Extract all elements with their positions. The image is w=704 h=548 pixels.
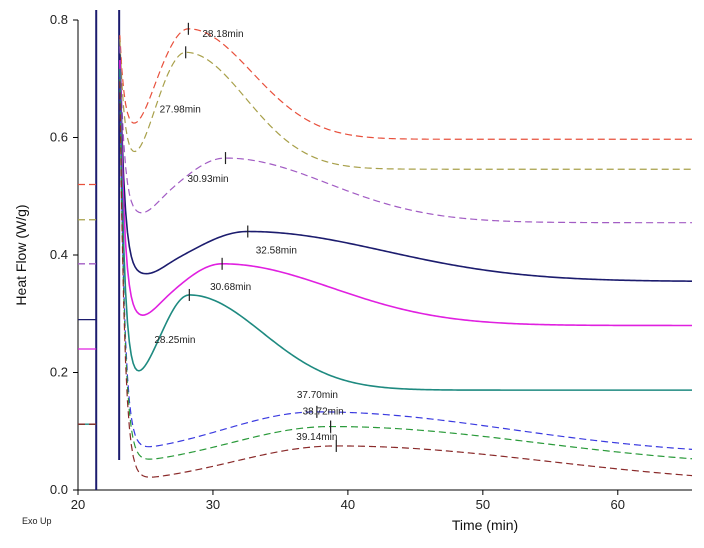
x-tick-label: 40 [341,497,355,512]
y-tick-label: 0.8 [50,12,68,27]
series-line-red-dashed [119,28,692,140]
series-lines [78,28,693,478]
y-tick-label: 0.6 [50,130,68,145]
peak-label-magenta-solid: 30.68min [210,282,251,293]
series-line-navy-solid [119,54,693,282]
peak-label-olive-dashed: 27.98min [160,104,201,115]
x-axis-ticks: 20 30 40 50 60 [71,490,625,512]
x-tick-label: 60 [611,497,625,512]
peak-label-red-dashed: 28.18min [202,29,243,40]
y-tick-label: 0.2 [50,365,68,380]
y-axis-ticks: 0.0 0.2 0.4 0.6 0.8 [50,12,78,497]
y-axis-title: Heat Flow (W/g) [13,204,29,305]
exo-up-label: Exo Up [22,516,52,526]
x-tick-label: 30 [206,497,220,512]
x-axis-title: Time (min) [452,517,518,533]
injection-spike [95,10,121,490]
peak-label-green-dashed: 38.72min [303,407,344,418]
series-line-olive-dashed [119,39,692,170]
peak-markers [185,22,337,452]
peak-label-blue-dashed: 37.70min [297,390,338,401]
x-tick-label: 20 [71,497,85,512]
peak-label-teal-solid: 28.25min [154,335,195,346]
series-line-green-dashed [119,79,693,460]
x-tick-label: 50 [476,497,490,512]
peak-label-purple-dashed: 30.93min [187,174,228,185]
series-line-brown-dashed [119,81,693,478]
y-tick-label: 0.4 [50,247,68,262]
peak-labels: 28.18min 27.98min 30.93min 32.58min 30.68min… [154,29,343,443]
series-line-purple-dashed [119,46,692,224]
y-tick-label: 0.0 [50,482,68,497]
series-line-magenta-solid [119,60,692,327]
series-line-teal-solid [119,68,692,391]
series-line-blue-dashed [119,77,693,450]
peak-label-navy-solid: 32.58min [256,246,297,257]
plot-frame [77,20,692,491]
peak-label-brown-dashed: 39.14min [296,432,337,443]
